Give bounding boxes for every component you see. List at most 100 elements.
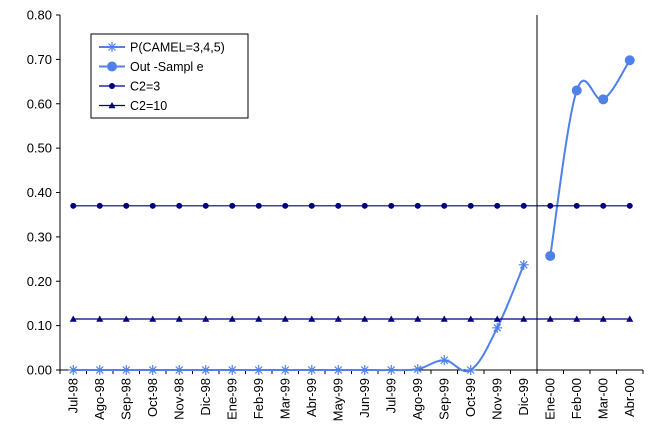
data-point [547,202,554,209]
data-point [175,315,183,322]
data-point [308,202,315,209]
data-point [107,61,117,72]
y-tick-label: 0.30 [27,229,52,244]
x-tick-label: Jun-99 [357,378,372,418]
data-point [176,202,183,209]
y-axis-ticks: 0.00 0.10 0.20 0.30 0.40 0.50 0.60 0.70 0.80 [27,8,60,378]
legend-label: C2=3 [130,80,160,94]
data-point [441,202,448,209]
data-point [202,202,209,209]
series-1 [68,259,529,375]
x-tick-label: Ene-00 [542,378,557,420]
data-point [465,365,476,375]
x-tick-label: Nov-98 [171,378,186,420]
x-tick-label: Sep-98 [118,378,133,420]
y-tick-label: 0.20 [27,274,52,289]
data-point [229,202,236,209]
data-point [440,315,448,322]
x-tick-label: Ago-98 [92,378,107,420]
x-tick-label: May-99 [330,378,345,421]
data-point [121,365,132,375]
data-point [467,202,474,209]
series-3 [70,202,633,209]
data-point [359,365,370,375]
y-tick-label: 0.00 [27,363,52,378]
data-point [253,365,264,375]
data-point [109,83,115,89]
data-point [202,315,210,322]
x-tick-label: Mar-00 [595,378,610,419]
data-point [599,315,607,322]
data-point [149,202,156,209]
data-point [626,315,634,322]
data-point [361,202,368,209]
x-tick-label: Jul-99 [383,378,398,413]
x-tick-label: Ene-99 [224,378,239,420]
data-point [494,202,501,209]
y-tick-label: 0.10 [27,318,52,333]
data-point [573,202,580,209]
data-point [174,365,185,375]
x-tick-label: Feb-00 [569,378,584,419]
series-4 [69,315,634,322]
series-line [549,59,631,257]
data-point [333,365,344,375]
data-point [388,202,395,209]
legend-label: Out -Sampl e [130,60,204,74]
data-point [545,250,556,261]
data-point [108,102,116,109]
legend-item: C2=3 [99,80,160,94]
data-point [571,85,582,96]
y-tick-label: 0.70 [27,52,52,67]
data-point [626,202,633,209]
legend-item: P(CAMEL=3,4,5) [99,41,225,55]
x-tick-label: Oct-99 [463,378,478,417]
data-point [308,315,316,322]
data-point [107,42,117,52]
legend-label: P(CAMEL=3,4,5) [130,41,225,55]
data-point [96,202,103,209]
x-tick-label: Feb-99 [251,378,266,419]
series-2 [545,55,635,261]
data-point [69,315,77,322]
legend-label: C2=10 [130,99,167,113]
data-point [306,365,317,375]
data-point [600,202,607,209]
series-layer [68,55,635,375]
data-point [255,202,262,209]
data-point [492,322,503,333]
y-tick-label: 0.40 [27,185,52,200]
series-line [73,264,525,373]
x-tick-label: Sep-99 [436,378,451,420]
x-tick-label: Dic-99 [516,378,531,416]
data-point [387,315,395,322]
y-tick-label: 0.80 [27,8,52,23]
legend: P(CAMEL=3,4,5) Out -Sampl e C2=3 C2=10 [90,33,249,119]
x-tick-label: Dic-98 [198,378,213,416]
data-point [439,355,450,366]
data-point [122,315,130,322]
data-point [518,259,529,270]
x-tick-label: Nov-99 [489,378,504,420]
data-point [228,315,236,322]
data-point [467,315,475,322]
data-point [493,315,501,322]
data-point [255,315,263,322]
data-point [520,315,528,322]
data-point [96,315,104,322]
data-point [282,202,289,209]
data-point [573,315,581,322]
data-point [227,365,238,375]
data-point [414,202,421,209]
x-tick-label: Jul-98 [65,378,80,413]
data-point [520,202,527,209]
data-point [412,364,423,375]
y-tick-label: 0.50 [27,141,52,156]
data-point [334,315,342,322]
data-point [598,94,609,105]
x-tick-label: Mar-99 [277,378,292,419]
data-point [70,202,77,209]
data-point [94,365,105,375]
data-point [147,365,158,375]
